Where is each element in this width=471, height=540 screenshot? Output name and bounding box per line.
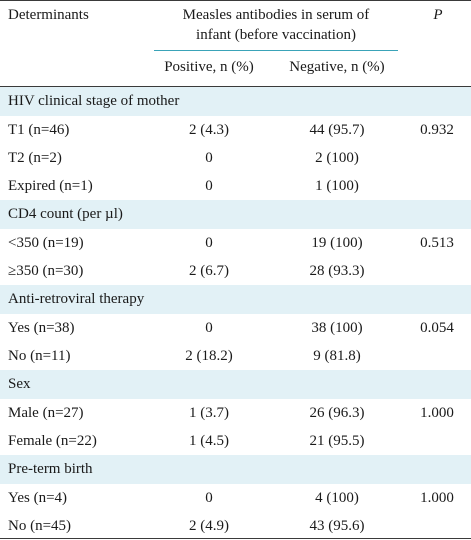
cell-positive: 0 — [205, 490, 213, 506]
cell-negative: 26 (96.3) — [309, 405, 365, 421]
header-antibody-group: Measles antibodies in serum of infant (b… — [150, 5, 402, 45]
header-group-line2: infant (before vaccination) — [196, 27, 356, 43]
cell-p-value: 0.513 — [420, 235, 454, 251]
cell-p-value: 1.000 — [420, 490, 454, 506]
table-row: No (n=45) 2 (4.9) 43 (95.6) — [0, 512, 471, 540]
row-label: No (n=45) — [8, 518, 72, 534]
row-label: Female (n=22) — [8, 433, 97, 449]
table-row: T2 (n=2) 0 2 (100) — [0, 144, 471, 172]
table-row: ≥350 (n=30) 2 (6.7) 28 (93.3) — [0, 257, 471, 285]
table-row: T1 (n=46) 2 (4.3) 44 (95.7) 0.932 — [0, 116, 471, 144]
row-label: No (n=11) — [8, 348, 71, 364]
cell-positive: 2 (4.9) — [189, 518, 229, 534]
section-row: Pre-term birth — [0, 455, 471, 484]
row-label: ≥350 (n=30) — [8, 263, 84, 279]
header-group-line1: Measles antibodies in serum of — [182, 7, 370, 23]
cell-negative: 28 (93.3) — [309, 263, 365, 279]
table-row: Yes (n=38) 0 38 (100) 0.054 — [0, 314, 471, 342]
row-label: <350 (n=19) — [8, 235, 84, 251]
cell-positive: 0 — [205, 320, 213, 336]
cell-positive: 2 (6.7) — [189, 263, 229, 279]
cell-negative: 38 (100) — [311, 320, 363, 336]
cell-negative: 9 (81.8) — [313, 348, 361, 364]
section-row: Sex — [0, 370, 471, 399]
cell-negative: 43 (95.6) — [309, 518, 365, 534]
section-row: Anti-retroviral therapy — [0, 285, 471, 314]
row-label: Yes (n=4) — [8, 490, 68, 506]
row-label: T1 (n=46) — [8, 122, 70, 138]
header-determinants: Determinants — [8, 7, 89, 23]
row-label: T2 (n=2) — [8, 150, 62, 166]
section-title: Pre-term birth — [8, 461, 93, 477]
cell-negative: 1 (100) — [315, 178, 359, 194]
row-label: Male (n=27) — [8, 405, 84, 421]
section-title: Sex — [8, 376, 31, 392]
cell-positive: 0 — [205, 150, 213, 166]
header-bottom-rule — [0, 86, 471, 87]
section-title: Anti-retroviral therapy — [8, 291, 145, 307]
cell-negative: 44 (95.7) — [309, 122, 365, 138]
cell-p-value: 0.054 — [420, 320, 454, 336]
table-row: <350 (n=19) 0 19 (100) 0.513 — [0, 229, 471, 257]
cell-negative: 21 (95.5) — [309, 433, 365, 449]
table-row: No (n=11) 2 (18.2) 9 (81.8) — [0, 342, 471, 370]
header-negative: Negative, n (%) — [289, 59, 385, 75]
section-row: HIV clinical stage of mother — [0, 87, 471, 116]
header-positive: Positive, n (%) — [164, 59, 254, 75]
cell-p-value: 1.000 — [420, 405, 454, 421]
section-row: CD4 count (per µl) — [0, 200, 471, 229]
cell-positive: 0 — [205, 178, 213, 194]
cell-positive: 1 (4.5) — [189, 433, 229, 449]
table-row: Yes (n=4) 0 4 (100) 1.000 — [0, 484, 471, 512]
table-body: HIV clinical stage of mother T1 (n=46) 2 (… — [0, 87, 471, 540]
header-p-value: P — [433, 7, 443, 23]
cell-positive: 2 (18.2) — [185, 348, 233, 364]
cell-p-value: 0.932 — [420, 122, 454, 138]
header-group-rule — [154, 50, 398, 51]
section-title: HIV clinical stage of mother — [8, 93, 180, 109]
row-label: Yes (n=38) — [8, 320, 75, 336]
table-row: Female (n=22) 1 (4.5) 21 (95.5) — [0, 427, 471, 455]
table-row: Expired (n=1) 0 1 (100) — [0, 172, 471, 200]
section-title: CD4 count (per µl) — [8, 206, 123, 222]
cell-positive: 2 (4.3) — [189, 122, 229, 138]
row-label: Expired (n=1) — [8, 178, 93, 194]
cell-negative: 2 (100) — [315, 150, 359, 166]
cell-negative: 19 (100) — [311, 235, 363, 251]
table-row: Male (n=27) 1 (3.7) 26 (96.3) 1.000 — [0, 399, 471, 427]
table-header: Determinants Measles antibodies in serum… — [0, 0, 471, 87]
cell-positive: 1 (3.7) — [189, 405, 229, 421]
cell-negative: 4 (100) — [315, 490, 359, 506]
cell-positive: 0 — [205, 235, 213, 251]
